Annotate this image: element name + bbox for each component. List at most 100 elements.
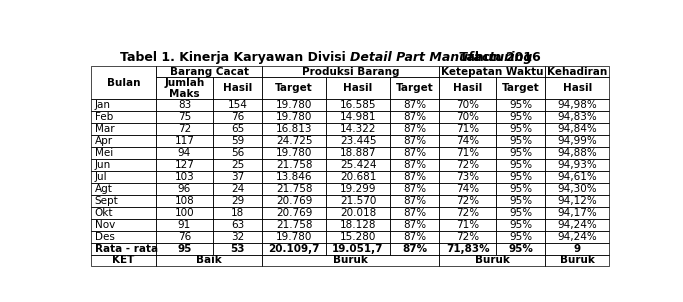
Text: 19.780: 19.780 xyxy=(276,112,312,122)
Bar xyxy=(212,111,262,123)
Bar xyxy=(439,123,496,135)
Text: 100: 100 xyxy=(175,208,194,218)
Bar xyxy=(496,159,546,171)
Bar xyxy=(546,66,609,78)
Bar xyxy=(156,135,212,147)
Text: 18: 18 xyxy=(231,208,244,218)
Text: Tabel 1. Kinerja Karyawan Divisi: Tabel 1. Kinerja Karyawan Divisi xyxy=(120,51,350,64)
Text: 87%: 87% xyxy=(403,196,426,206)
Text: 20.018: 20.018 xyxy=(340,208,376,218)
Bar xyxy=(546,123,609,135)
Text: Baik: Baik xyxy=(196,255,222,265)
Text: 21.758: 21.758 xyxy=(276,160,312,170)
Text: 14.322: 14.322 xyxy=(339,124,376,134)
Text: Sept: Sept xyxy=(94,196,118,206)
Bar xyxy=(326,99,390,111)
Text: 95%: 95% xyxy=(508,244,533,254)
Text: 87%: 87% xyxy=(403,184,426,194)
Bar xyxy=(212,123,262,135)
Bar xyxy=(326,243,390,255)
Text: 20.681: 20.681 xyxy=(340,172,376,182)
Text: 23.445: 23.445 xyxy=(339,136,376,146)
Bar xyxy=(546,171,609,183)
Bar xyxy=(212,243,262,255)
Bar xyxy=(262,183,326,195)
Bar xyxy=(439,78,496,99)
Bar xyxy=(156,147,212,159)
Text: 72%: 72% xyxy=(456,196,479,206)
Text: Hasil: Hasil xyxy=(563,83,592,93)
Bar xyxy=(439,99,496,111)
Text: Okt: Okt xyxy=(94,208,113,218)
Text: Jun: Jun xyxy=(94,160,111,170)
Text: 65: 65 xyxy=(231,124,244,134)
Bar xyxy=(91,255,156,266)
Text: 71%: 71% xyxy=(456,220,479,230)
Text: Jan: Jan xyxy=(94,101,111,111)
Bar xyxy=(212,207,262,219)
Bar xyxy=(212,159,262,171)
Bar xyxy=(91,183,156,195)
Text: 87%: 87% xyxy=(403,208,426,218)
Text: 95%: 95% xyxy=(510,101,532,111)
Bar xyxy=(546,183,609,195)
Bar xyxy=(439,207,496,219)
Text: Hasil: Hasil xyxy=(344,83,373,93)
Bar xyxy=(390,243,439,255)
Bar xyxy=(439,231,496,243)
Text: Target: Target xyxy=(275,83,313,93)
Text: 154: 154 xyxy=(227,101,247,111)
Text: 94: 94 xyxy=(178,148,191,158)
Bar xyxy=(91,99,156,111)
Text: Agt: Agt xyxy=(94,184,113,194)
Bar xyxy=(156,159,212,171)
Text: Bulan: Bulan xyxy=(107,78,140,88)
Bar xyxy=(496,135,546,147)
Text: 76: 76 xyxy=(231,112,244,122)
Text: KET: KET xyxy=(112,255,135,265)
Bar xyxy=(326,159,390,171)
Text: 21.570: 21.570 xyxy=(340,196,376,206)
Text: Jumlah
Maks: Jumlah Maks xyxy=(165,78,204,99)
Text: 108: 108 xyxy=(175,196,194,206)
Text: 94,61%: 94,61% xyxy=(557,172,598,182)
Text: 87%: 87% xyxy=(403,148,426,158)
Bar xyxy=(496,231,546,243)
Bar xyxy=(439,111,496,123)
Bar xyxy=(496,171,546,183)
Bar xyxy=(156,66,262,78)
Text: Buruk: Buruk xyxy=(333,255,368,265)
Bar xyxy=(390,99,439,111)
Bar xyxy=(496,195,546,207)
Bar xyxy=(156,195,212,207)
Text: Rata - rata: Rata - rata xyxy=(94,244,158,254)
Bar xyxy=(496,111,546,123)
Bar xyxy=(91,147,156,159)
Text: 87%: 87% xyxy=(403,160,426,170)
Text: 94,24%: 94,24% xyxy=(557,220,598,230)
Bar xyxy=(156,99,212,111)
Text: Detail Part Manufacturing: Detail Part Manufacturing xyxy=(350,51,533,64)
Bar xyxy=(91,231,156,243)
Text: 83: 83 xyxy=(178,101,191,111)
Bar xyxy=(156,183,212,195)
Bar xyxy=(546,147,609,159)
Bar xyxy=(546,99,609,111)
Text: 24.725: 24.725 xyxy=(276,136,312,146)
Bar xyxy=(546,243,609,255)
Bar xyxy=(546,231,609,243)
Text: 19.299: 19.299 xyxy=(339,184,376,194)
Text: 13.846: 13.846 xyxy=(276,172,312,182)
Bar xyxy=(546,111,609,123)
Bar xyxy=(156,255,262,266)
Bar xyxy=(326,135,390,147)
Text: 95%: 95% xyxy=(510,136,532,146)
Bar xyxy=(156,123,212,135)
Bar xyxy=(390,195,439,207)
Bar xyxy=(262,135,326,147)
Text: 95%: 95% xyxy=(510,172,532,182)
Text: 87%: 87% xyxy=(403,232,426,242)
Bar xyxy=(91,219,156,231)
Bar xyxy=(212,135,262,147)
Bar xyxy=(390,111,439,123)
